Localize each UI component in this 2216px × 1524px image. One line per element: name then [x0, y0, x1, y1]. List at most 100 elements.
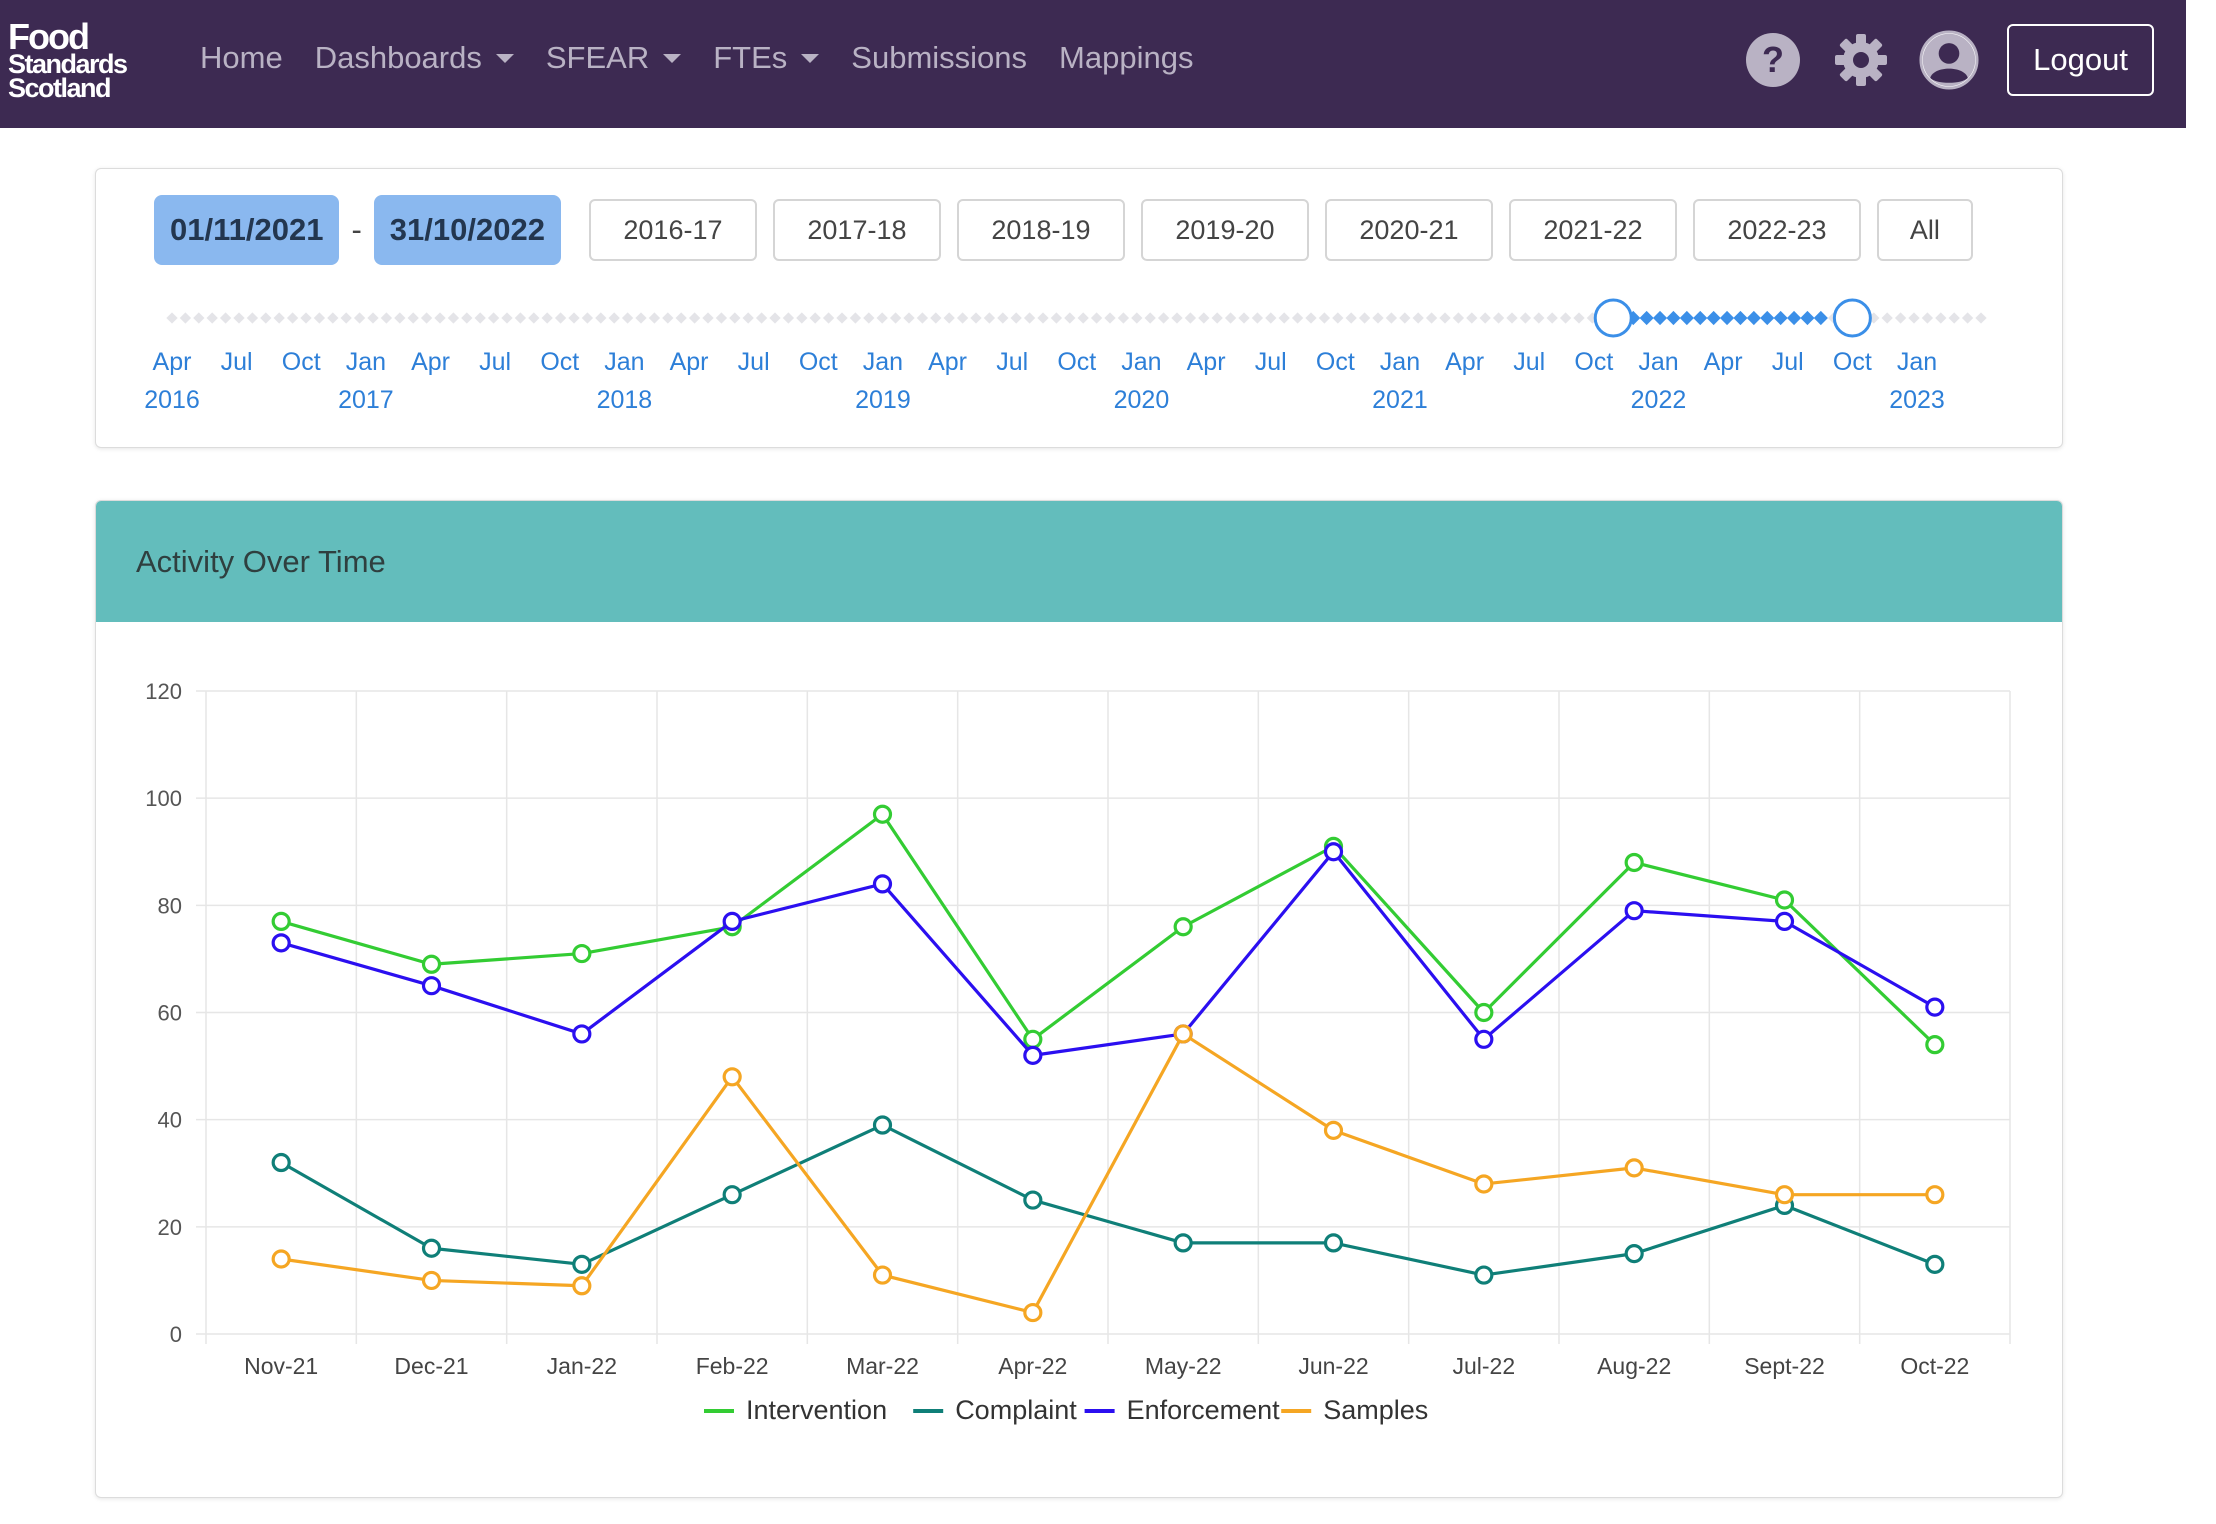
data-point[interactable]	[1774, 890, 1795, 910]
end-date-picker[interactable]: 31/10/2022	[373, 195, 561, 265]
help-icon[interactable]: ?	[1743, 30, 1803, 90]
timeline-tick-label[interactable]: Jan 2020	[1101, 343, 1181, 419]
data-point[interactable]	[722, 1185, 742, 1205]
data-point[interactable]	[1023, 1029, 1043, 1049]
legend-item-enforcement[interactable]: Enforcement	[1084, 1395, 1281, 1425]
period-button-2021-22[interactable]: 2021-22	[1508, 199, 1677, 261]
data-point[interactable]	[421, 976, 442, 996]
data-point[interactable]	[572, 1276, 592, 1296]
timeline-tick-label[interactable]: Jan 2017	[326, 343, 406, 419]
timeline-tick-label[interactable]: Oct	[1554, 343, 1634, 381]
data-point[interactable]	[1774, 911, 1795, 932]
data-point[interactable]	[722, 911, 742, 932]
fss-logo[interactable]: Food Standards Scotland	[8, 19, 158, 102]
data-point[interactable]	[872, 1115, 893, 1135]
timeline-tick-label[interactable]: Jul	[1748, 343, 1828, 381]
timeline-tick-label[interactable]: Jan 2018	[584, 343, 664, 419]
data-point[interactable]	[1474, 1174, 1494, 1194]
period-button-2017-18[interactable]: 2017-18	[772, 199, 941, 261]
timeline-tick-label[interactable]: Apr	[1166, 343, 1246, 381]
legend-item-samples[interactable]: Samples	[1281, 1395, 1428, 1425]
period-button-2022-23[interactable]: 2022-23	[1692, 199, 1861, 261]
timeline-tick-label[interactable]: Apr	[1683, 343, 1763, 381]
legend-item-intervention[interactable]: Intervention	[704, 1395, 887, 1425]
data-point[interactable]	[271, 1152, 291, 1173]
nav-dashboards[interactable]: Dashboards	[315, 40, 514, 76]
slider-start-handle[interactable]	[1593, 298, 1633, 338]
data-point[interactable]	[1624, 1158, 1644, 1178]
data-point[interactable]	[421, 954, 442, 974]
nav-submissions[interactable]: Submissions	[851, 40, 1028, 75]
nav-sfear[interactable]: SFEAR	[546, 40, 682, 76]
period-button-2019-20[interactable]: 2019-20	[1140, 199, 1309, 261]
data-point[interactable]	[1624, 1244, 1644, 1264]
timeline-tick-label[interactable]: Jul	[714, 343, 794, 381]
logout-button[interactable]: Logout	[2007, 24, 2154, 96]
timeline-tick-label[interactable]: Apr	[1425, 343, 1505, 381]
start-date-picker[interactable]: 01/11/2021	[154, 195, 340, 265]
data-point[interactable]	[421, 1238, 442, 1258]
timeline-tick-label[interactable]: Jul	[455, 343, 535, 381]
timeline-tick-label[interactable]: Oct	[778, 343, 858, 381]
period-button-2016-17[interactable]: 2016-17	[588, 199, 757, 261]
timeline-tick-label[interactable]: Oct	[1037, 343, 1117, 381]
data-point[interactable]	[271, 911, 291, 932]
data-point[interactable]	[1023, 1302, 1043, 1323]
data-point[interactable]	[872, 1265, 893, 1285]
period-button-all[interactable]: All	[1876, 199, 1973, 261]
data-point[interactable]	[1925, 1185, 1945, 1205]
timeline-tick-label[interactable]: Jan 2021	[1360, 343, 1440, 419]
data-point[interactable]	[1173, 1233, 1193, 1253]
data-point[interactable]	[1173, 1024, 1193, 1044]
timeline-slider[interactable]	[96, 169, 2062, 447]
timeline-tick-label[interactable]: Jul	[197, 343, 277, 381]
data-point[interactable]	[1925, 1254, 1945, 1274]
data-point[interactable]	[1925, 1035, 1945, 1055]
nav-home[interactable]: Home	[200, 40, 283, 75]
user-icon[interactable]	[1919, 30, 1979, 90]
data-point[interactable]	[722, 1067, 742, 1087]
period-button-2020-21[interactable]: 2020-21	[1324, 199, 1493, 261]
period-button-2018-19[interactable]: 2018-19	[956, 199, 1125, 261]
data-point[interactable]	[421, 1270, 442, 1291]
data-point[interactable]	[271, 933, 291, 953]
data-point[interactable]	[1023, 1190, 1043, 1210]
timeline-tick-label[interactable]: Jan 2019	[843, 343, 923, 419]
timeline-tick-label[interactable]: Apr	[391, 343, 471, 381]
timeline-tick-label[interactable]: Oct	[261, 343, 341, 381]
data-point[interactable]	[872, 804, 893, 824]
gear-icon[interactable]	[1831, 30, 1891, 90]
timeline-tick-label[interactable]: Oct	[1295, 343, 1375, 381]
data-point[interactable]	[1474, 1002, 1494, 1023]
data-point[interactable]	[1474, 1029, 1494, 1049]
timeline-tick-label[interactable]: Apr	[908, 343, 988, 381]
data-point[interactable]	[1323, 1120, 1344, 1140]
data-point[interactable]	[1323, 1233, 1344, 1253]
data-point[interactable]	[572, 1024, 592, 1044]
data-point[interactable]	[1624, 901, 1644, 921]
timeline-tick-label[interactable]: Oct	[1812, 343, 1892, 381]
timeline-tick-label[interactable]: Apr	[649, 343, 729, 381]
timeline-tick-label[interactable]: Oct	[520, 343, 600, 381]
data-point[interactable]	[572, 1254, 592, 1274]
data-point[interactable]	[1925, 997, 1945, 1017]
nav-mappings[interactable]: Mappings	[1059, 40, 1194, 75]
data-point[interactable]	[872, 874, 893, 894]
timeline-tick-label[interactable]: Apr 2016	[132, 343, 212, 419]
timeline-tick-label[interactable]: Jan 2023	[1877, 343, 1957, 419]
data-point[interactable]	[1023, 1045, 1043, 1065]
timeline-tick-label[interactable]: Jul	[972, 343, 1052, 381]
nav-ftes[interactable]: FTEs	[713, 40, 820, 76]
data-point[interactable]	[271, 1249, 291, 1269]
timeline-tick-label[interactable]: Jan 2022	[1618, 343, 1698, 419]
data-point[interactable]	[1474, 1265, 1494, 1285]
data-point[interactable]	[1774, 1185, 1795, 1205]
timeline-tick-label[interactable]: Jul	[1231, 343, 1311, 381]
data-point[interactable]	[1323, 842, 1344, 862]
data-point[interactable]	[1173, 917, 1193, 937]
data-point[interactable]	[572, 943, 592, 964]
legend-item-complaint[interactable]: Complaint	[913, 1395, 1077, 1425]
timeline-tick-label[interactable]: Jul	[1489, 343, 1569, 381]
slider-end-handle[interactable]	[1832, 298, 1872, 338]
data-point[interactable]	[1624, 852, 1644, 873]
